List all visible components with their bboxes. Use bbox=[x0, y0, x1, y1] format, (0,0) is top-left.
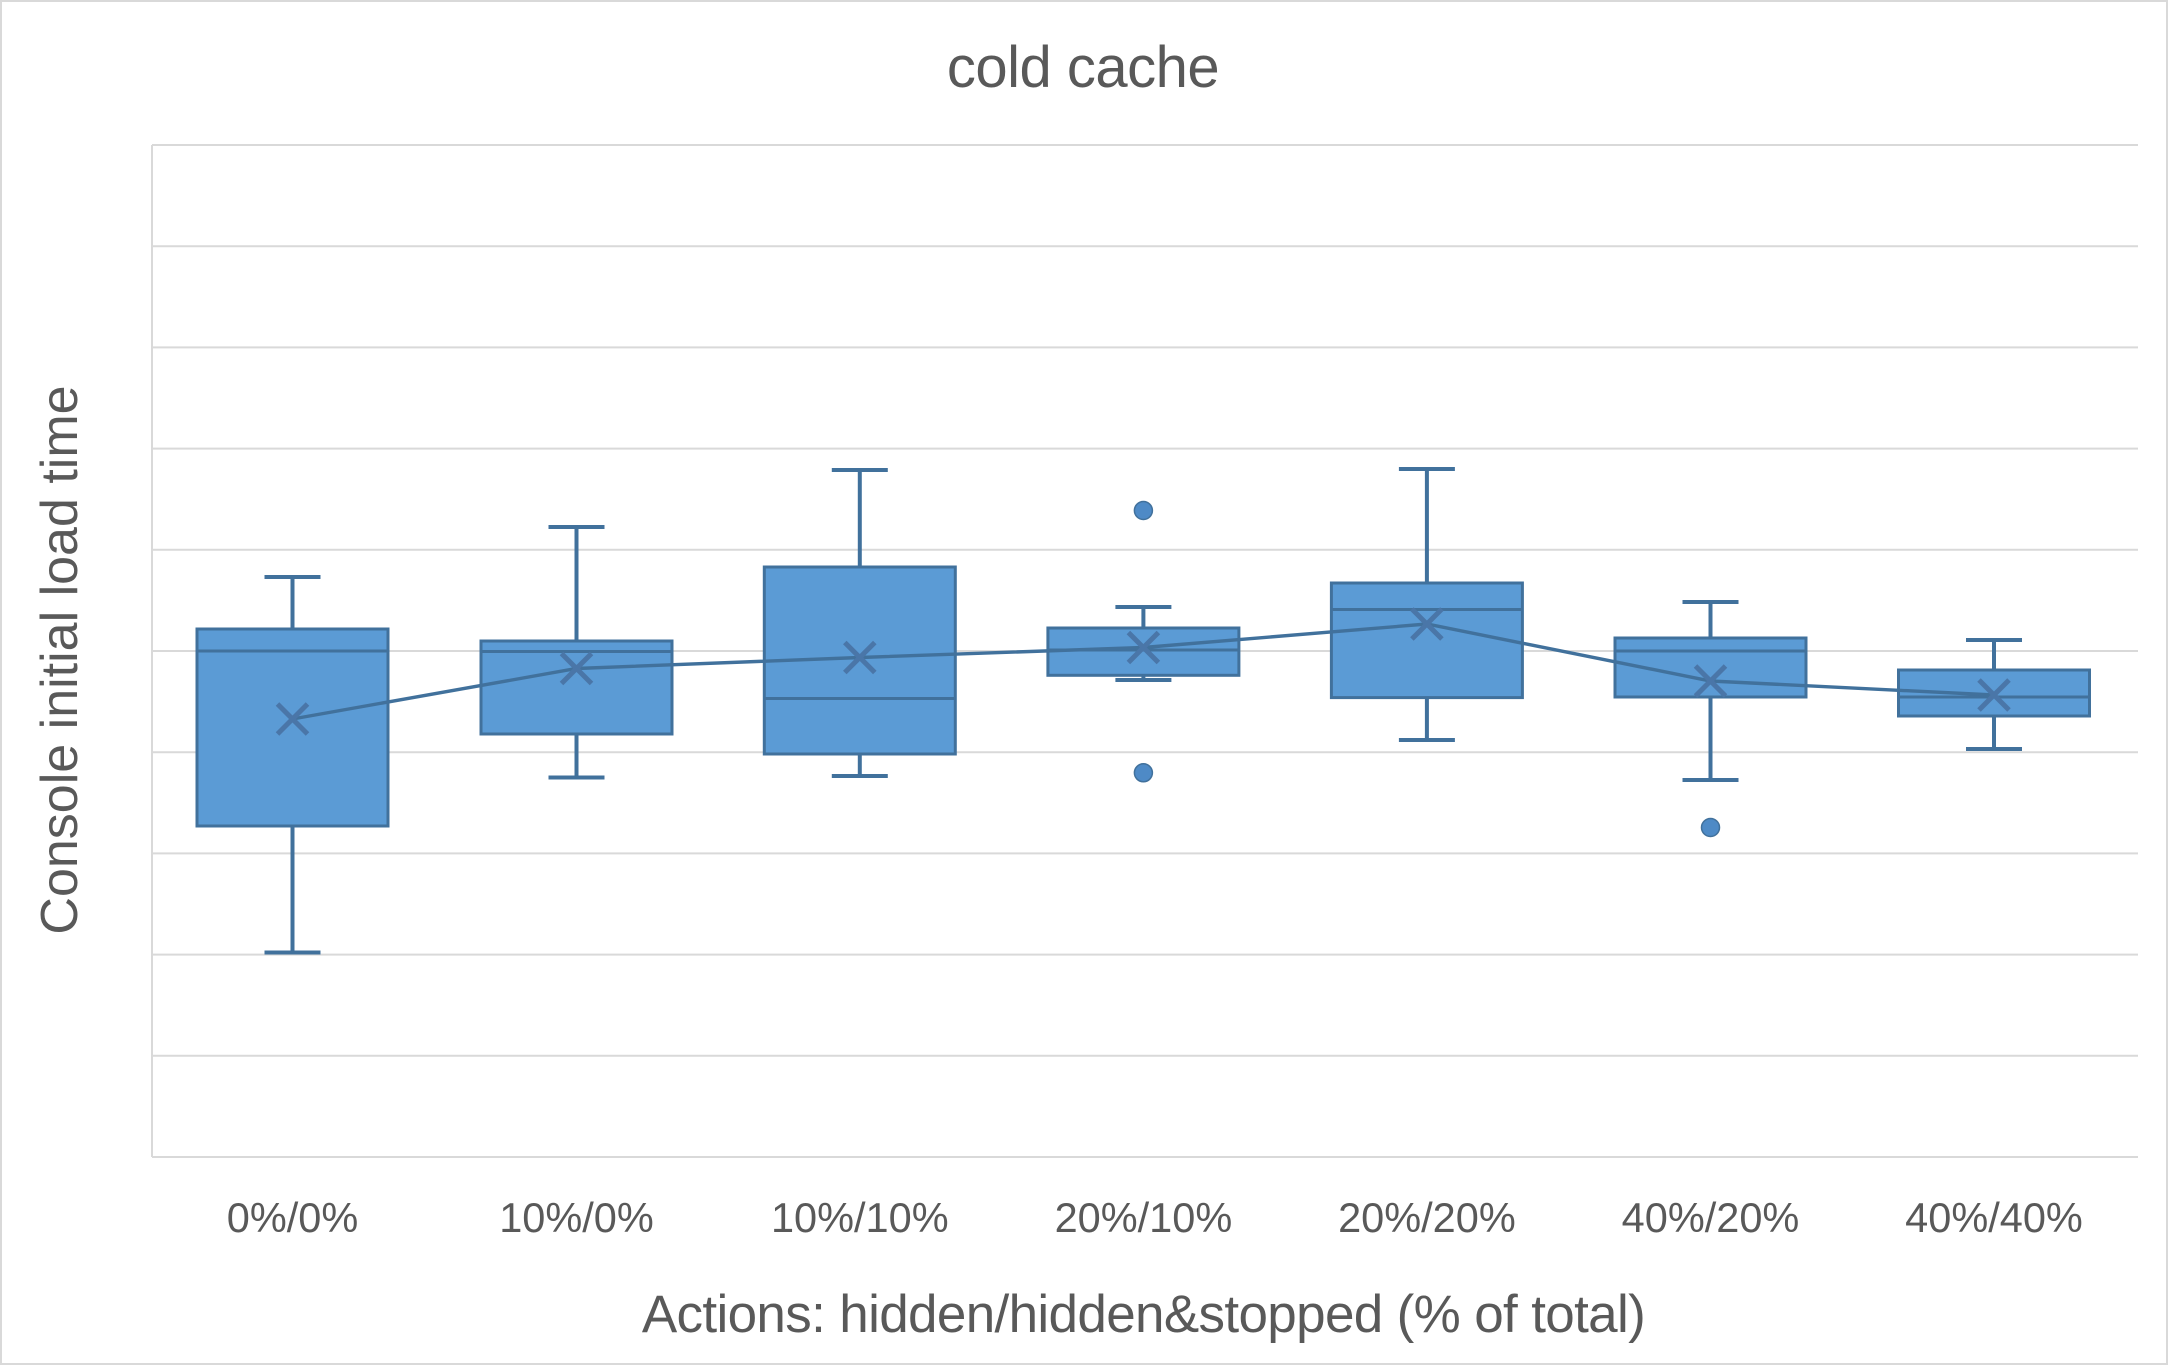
svg-text:cold cache: cold cache bbox=[947, 35, 1219, 100]
svg-text:Console initial load time: Console initial load time bbox=[31, 385, 89, 934]
svg-text:40%/40%: 40%/40% bbox=[1905, 1194, 2083, 1241]
svg-text:Actions: hidden/hidden&stopped: Actions: hidden/hidden&stopped (% of tot… bbox=[642, 1285, 1645, 1344]
svg-text:0%/0%: 0%/0% bbox=[227, 1194, 359, 1241]
svg-text:10%/0%: 10%/0% bbox=[499, 1194, 654, 1241]
svg-text:10%/10%: 10%/10% bbox=[771, 1194, 949, 1241]
svg-text:40%/20%: 40%/20% bbox=[1622, 1194, 1800, 1241]
svg-text:20%/10%: 20%/10% bbox=[1055, 1194, 1233, 1241]
svg-text:20%/20%: 20%/20% bbox=[1338, 1194, 1516, 1241]
